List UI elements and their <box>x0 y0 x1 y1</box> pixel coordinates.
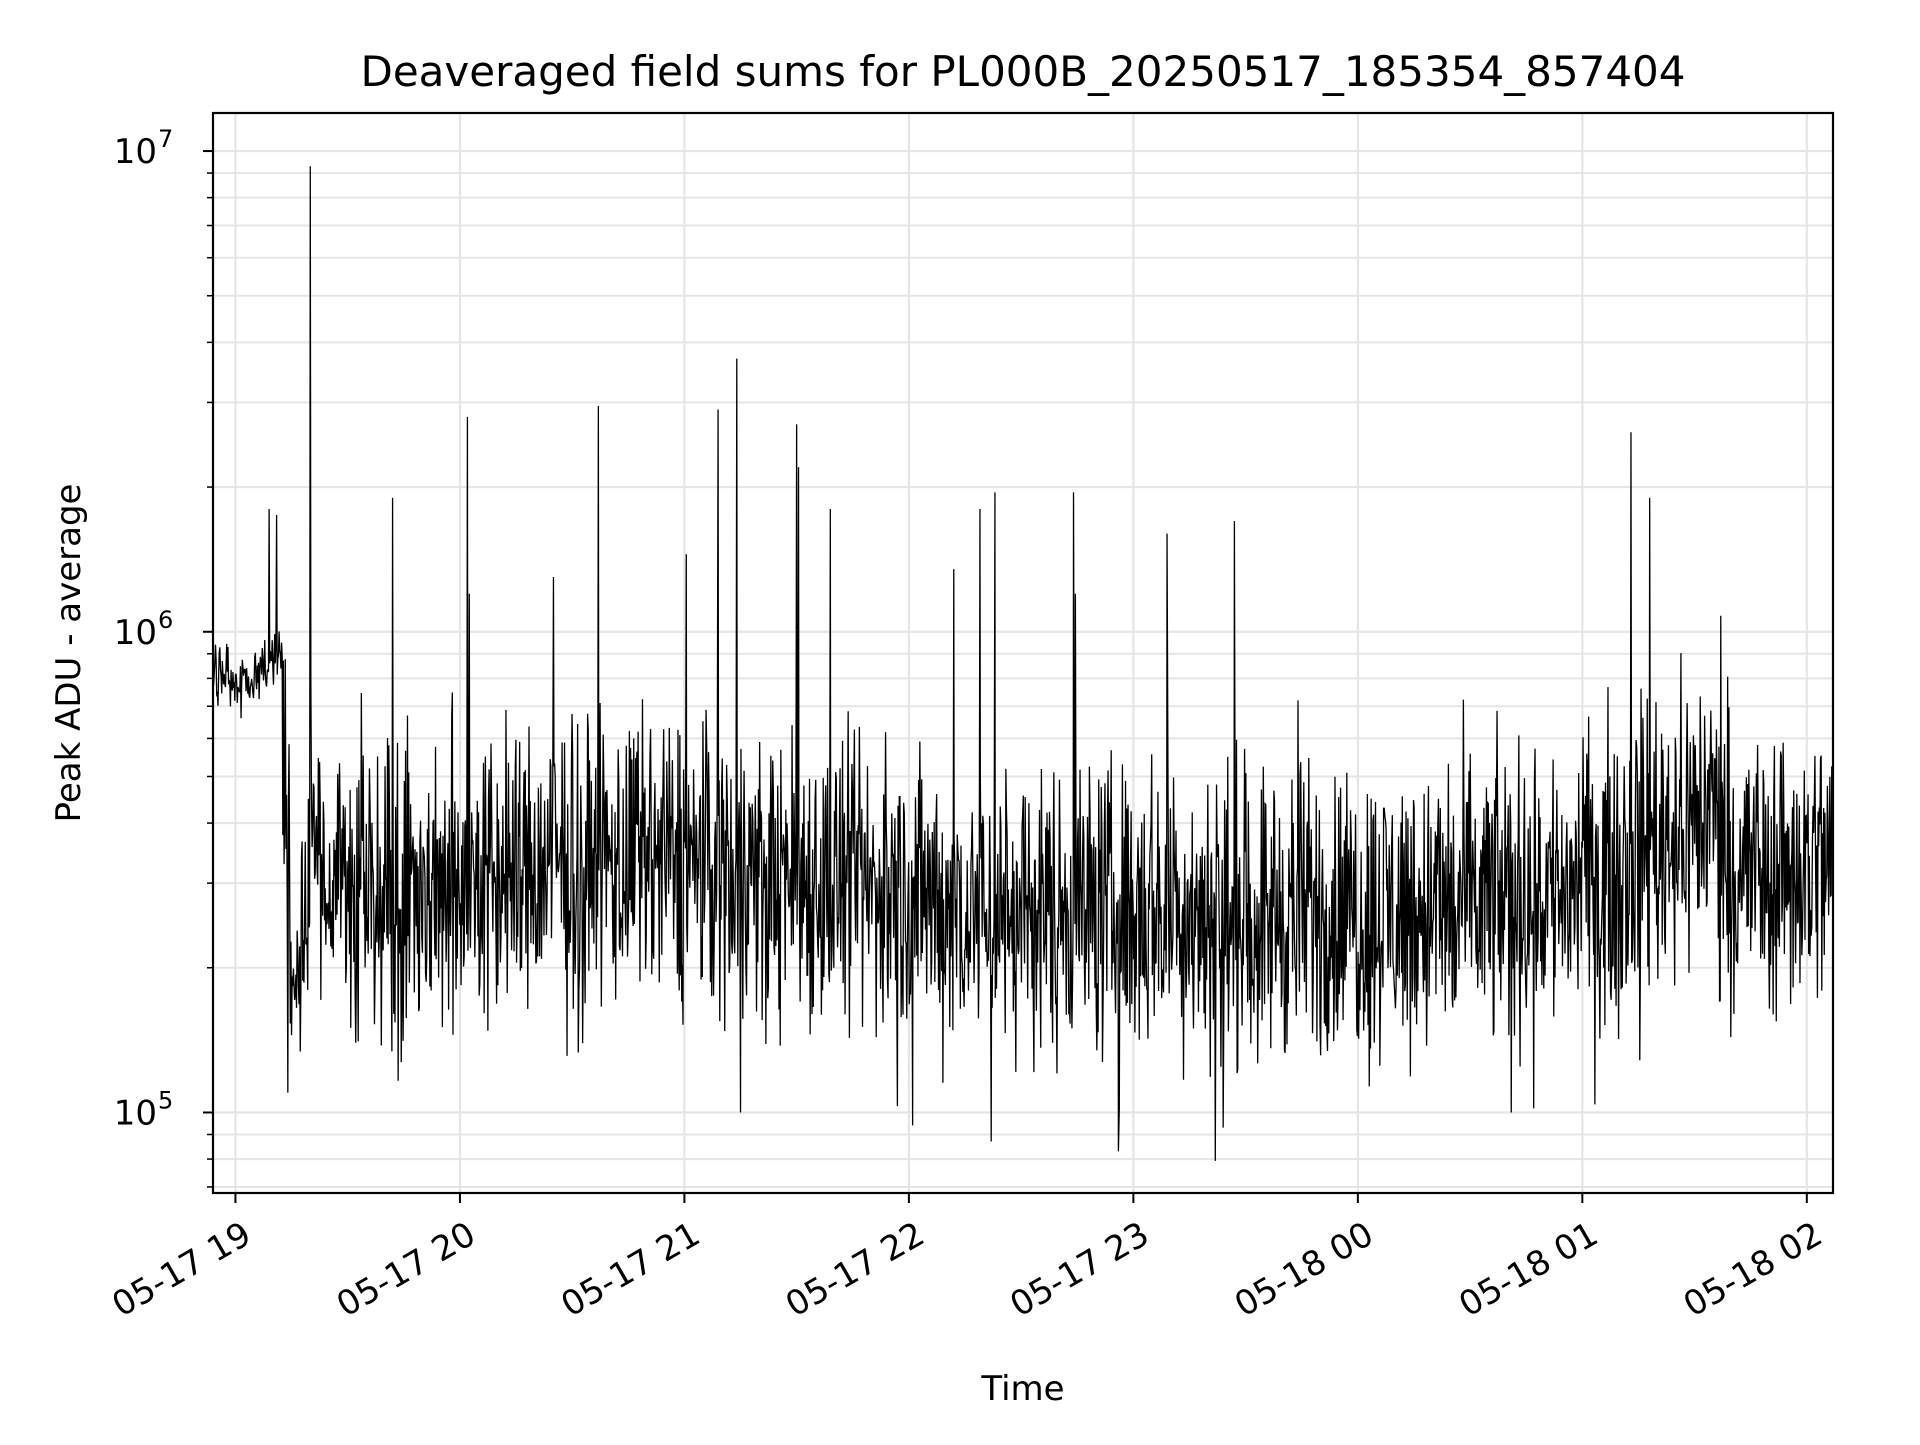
plot-area <box>212 166 1834 1161</box>
series-line <box>212 166 1834 1161</box>
y-tick-label: 10 <box>114 1093 157 1133</box>
y-tick-label: 10 <box>114 613 157 653</box>
chart-title: Deaveraged field sums for PL000B_2025051… <box>361 47 1686 96</box>
y-axis-label: Peak ADU - average <box>49 484 89 823</box>
x-axis-label: Time <box>980 1369 1064 1409</box>
axes-frame <box>211 111 1835 1195</box>
y-tick-label: 10 <box>114 132 157 172</box>
y-tick-exponent: 6 <box>158 606 173 634</box>
y-tick-exponent: 5 <box>158 1086 173 1114</box>
y-tick-exponent: 7 <box>158 125 173 153</box>
axes <box>203 111 1835 1203</box>
